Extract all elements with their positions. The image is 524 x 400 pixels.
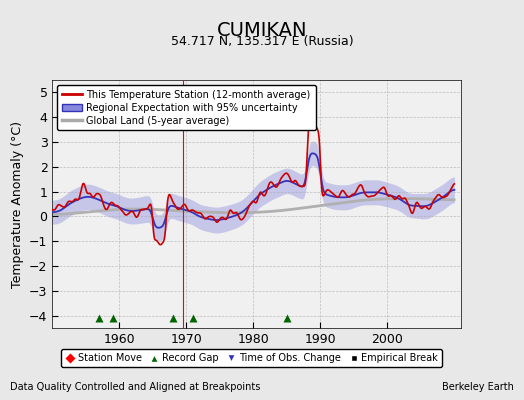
Legend: Station Move, Record Gap, Time of Obs. Change, Empirical Break: Station Move, Record Gap, Time of Obs. C… (61, 349, 442, 367)
Text: Berkeley Earth: Berkeley Earth (442, 382, 514, 392)
Text: CUMIKAN: CUMIKAN (217, 20, 307, 40)
Text: Data Quality Controlled and Aligned at Breakpoints: Data Quality Controlled and Aligned at B… (10, 382, 261, 392)
Y-axis label: Temperature Anomaly (°C): Temperature Anomaly (°C) (10, 120, 24, 288)
Legend: This Temperature Station (12-month average), Regional Expectation with 95% uncer: This Temperature Station (12-month avera… (57, 85, 315, 130)
Text: 54.717 N, 135.317 E (Russia): 54.717 N, 135.317 E (Russia) (171, 36, 353, 48)
